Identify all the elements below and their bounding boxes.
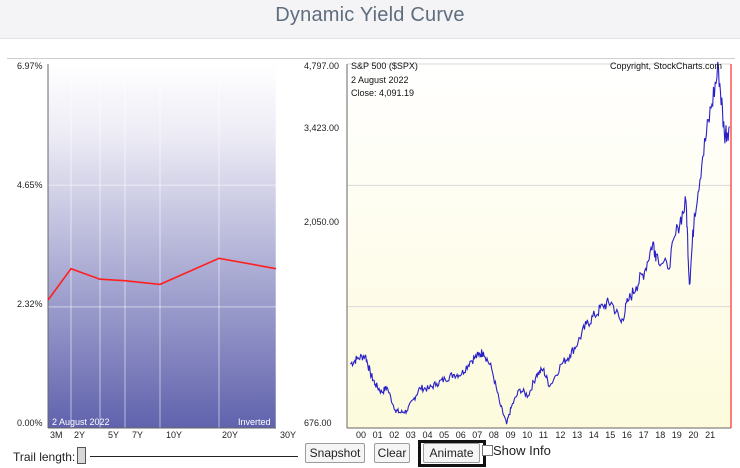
page-title: Dynamic Yield Curve (275, 4, 465, 26)
spx-x-tick: 10 (522, 430, 533, 440)
spx-x-tick: 02 (389, 430, 400, 440)
spx-x-tick: 03 (405, 430, 416, 440)
trail-length-slider-thumb[interactable] (77, 447, 86, 464)
spx-x-tick: 04 (422, 430, 433, 440)
spx-x-tick: 14 (588, 430, 599, 440)
spx-y-tick: 2,050.00 (304, 217, 340, 227)
spx-x-tick: 18 (655, 430, 666, 440)
yield-x-tick: 30Y (280, 430, 297, 440)
page-header: Dynamic Yield Curve (0, 0, 740, 39)
show-info-checkbox[interactable] (482, 445, 493, 456)
spx-x-tick: 21 (705, 430, 716, 440)
spx-plot-background (347, 64, 731, 428)
snapshot-button[interactable]: Snapshot (305, 443, 365, 463)
spx-x-tick: 09 (505, 430, 516, 440)
spx-x-tick: 15 (605, 430, 616, 440)
spx-x-tick: 08 (488, 430, 499, 440)
spx-x-tick: 05 (439, 430, 450, 440)
yield-x-tick: 5Y (108, 430, 120, 440)
yield-x-tick: 7Y (132, 430, 144, 440)
spx-y-tick: 4,797.00 (304, 61, 340, 71)
chart-area (7, 58, 735, 441)
spx-y-tick: 676.00 (304, 418, 332, 428)
trail-length-label: Trail length: (13, 450, 76, 464)
spx-x-tick: 19 (671, 430, 682, 440)
yield-plot-background (48, 64, 276, 428)
clear-button[interactable]: Clear (374, 443, 410, 463)
trail-length-slider[interactable] (90, 456, 298, 457)
copyright-label: Copyright, StockCharts.com (610, 61, 723, 71)
spx-date-label: 2 August 2022 (351, 75, 409, 85)
spx-symbol-label: S&P 500 ($SPX) (351, 61, 418, 71)
yield-curve-line (47, 257, 277, 301)
yield-x-tick: 20Y (222, 430, 239, 440)
spx-x-tick: 01 (372, 430, 383, 440)
show-info-label: Show Info (493, 443, 551, 458)
spx-x-tick: 07 (472, 430, 483, 440)
inverted-status-label: Inverted (238, 417, 271, 427)
spx-x-tick: 12 (555, 430, 566, 440)
animate-button-highlight: Animate (418, 440, 486, 467)
yield-x-tick: 3M (50, 430, 63, 440)
yield-y-tick: 0.00% (17, 418, 43, 428)
yield-date-label: 2 August 2022 (52, 417, 110, 427)
spx-close-label: Close: 4,091.19 (351, 88, 415, 98)
spx-x-tick: 16 (621, 430, 632, 440)
spx-x-tick: 11 (538, 430, 549, 440)
yield-x-tick: 2Y (74, 430, 86, 440)
yield-y-tick: 6.97% (17, 61, 43, 71)
spx-x-tick: 17 (638, 430, 649, 440)
yield-y-tick: 4.65% (17, 180, 43, 190)
yield-x-tick: 10Y (166, 430, 183, 440)
animate-button[interactable]: Animate (423, 443, 480, 463)
spx-x-tick: 06 (455, 430, 466, 440)
spx-price-line (349, 61, 730, 425)
spx-y-tick: 3,423.00 (304, 123, 340, 133)
spx-x-tick: 20 (688, 430, 699, 440)
spx-x-tick: 00 (356, 430, 367, 440)
yield-y-tick: 2.32% (17, 299, 43, 309)
spx-x-tick: 13 (572, 430, 583, 440)
